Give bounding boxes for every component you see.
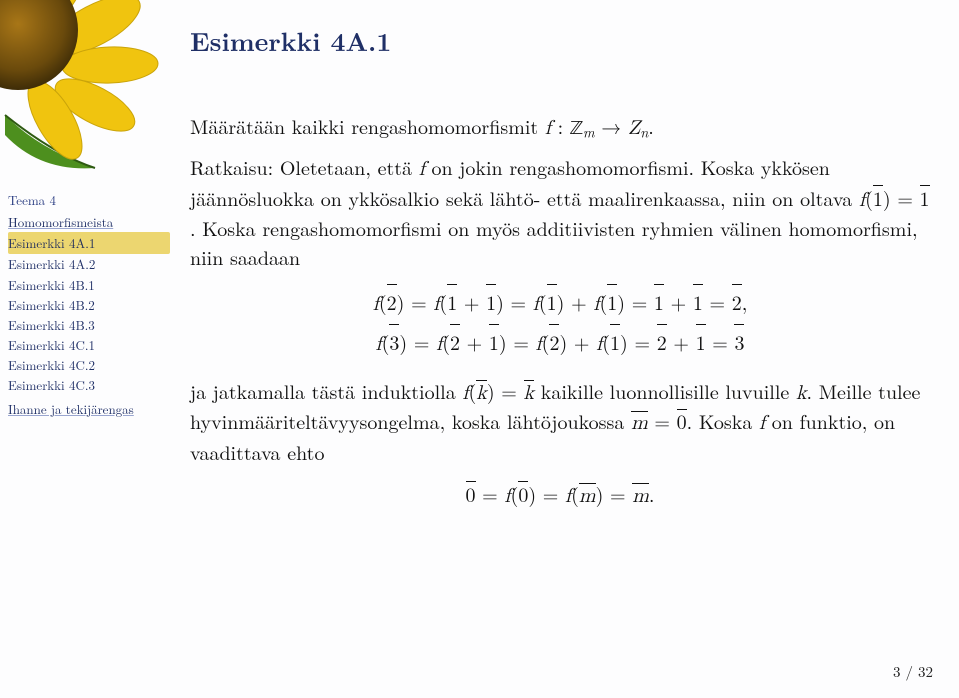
math-bar-2: 2 <box>387 283 397 320</box>
text: ) + <box>559 327 596 356</box>
math-bar-1: 1 <box>920 184 930 212</box>
slide-title: Esimerkki 4A.1 <box>190 22 391 59</box>
math-bar-0: 0 <box>466 480 476 508</box>
sidebar-section-homomorfismeista[interactable]: Homomorfismeista <box>8 212 170 232</box>
math-bar-1: 1 <box>693 283 703 320</box>
sidebar-item-4b1[interactable]: Esimerkki 4B.1 <box>8 275 170 295</box>
sidebar-section-ihanne[interactable]: Ihanne ja tekijärengas <box>8 399 170 419</box>
text: ) = <box>496 287 533 316</box>
text: ( <box>469 376 477 405</box>
text: = <box>703 287 732 316</box>
sidebar-item-4a2[interactable]: Esimerkki 4A.2 <box>8 254 170 274</box>
text: ( <box>439 287 447 316</box>
text: . <box>648 111 654 140</box>
text: + <box>664 287 693 316</box>
math-sub-m: m <box>583 123 595 143</box>
text: + <box>667 327 696 356</box>
equation-block: f(2) = f(1 + 1) = f(1) + f(1) = 1 + 1 = … <box>190 283 930 363</box>
text: ( <box>602 327 610 356</box>
sidebar-item-4c2[interactable]: Esimerkki 4C.2 <box>8 355 170 375</box>
text: ( <box>571 479 579 508</box>
text: + <box>460 327 489 356</box>
text: ) = <box>528 479 565 508</box>
page-total: 32 <box>918 661 933 682</box>
slide-body: Määrätään kaikki rengashomomorfismit f :… <box>190 112 930 517</box>
text: ( <box>542 327 550 356</box>
math-bar-1: 1 <box>696 323 706 360</box>
math-bar-1: 1 <box>607 283 617 320</box>
math-bar-2: 2 <box>450 323 460 360</box>
math-bar-1: 1 <box>873 184 883 212</box>
page-number: 3 / 32 <box>893 661 933 682</box>
math-bar-2: 2 <box>732 283 742 320</box>
math-bar-0: 0 <box>677 407 687 435</box>
math-bar-k: k <box>524 379 535 407</box>
text: , <box>742 287 748 316</box>
text: = <box>706 327 735 356</box>
sidebar-item-4a1[interactable]: Esimerkki 4A.1 <box>8 232 170 254</box>
math-bar-1: 1 <box>547 283 557 320</box>
text: ) = <box>397 287 434 316</box>
equation-line-2: f(3) = f(2 + 1) = f(2) + f(1) = 2 + 1 = … <box>190 323 930 363</box>
text: kaikille luonnollisille luvuille <box>534 376 796 405</box>
math-bar-1: 1 <box>489 323 499 360</box>
math-Zn: Z <box>628 118 640 138</box>
paragraph-induction: ja jatkamalla tästä induktiolla f(k) = k… <box>190 377 930 466</box>
text: → <box>595 111 628 140</box>
text: ) = <box>620 327 657 356</box>
math-bar-m: m <box>632 482 649 510</box>
text: ) + <box>557 287 594 316</box>
text: + <box>457 287 486 316</box>
text: : <box>551 111 570 140</box>
paragraph-solution: Ratkaisu: Oletetaan, että f on jokin ren… <box>190 153 930 271</box>
paragraph-intro: Määrätään kaikki rengashomomorfismit f :… <box>190 112 930 143</box>
math-k: k <box>796 383 807 403</box>
text: = <box>476 479 505 508</box>
text: ) = <box>596 479 633 508</box>
math-Zm: ℤ <box>570 119 583 139</box>
sidebar-item-4b2[interactable]: Esimerkki 4B.2 <box>8 295 170 315</box>
sidebar-heading: Teema 4 <box>8 190 170 210</box>
text: ja jatkamalla tästä induktiolla <box>190 376 462 405</box>
math-bar-1: 1 <box>447 283 457 320</box>
equation-line-1: f(2) = f(1 + 1) = f(1) + f(1) = 1 + 1 = … <box>190 283 930 323</box>
math-bar-1: 1 <box>610 323 620 360</box>
math-bar-2: 2 <box>657 323 667 360</box>
text: . Koska rengashomomorfismi on myös addit… <box>190 213 918 270</box>
math-bar-m: m <box>579 482 596 510</box>
math-bar-1: 1 <box>486 283 496 320</box>
corner-decoration <box>0 0 170 170</box>
text: ) = <box>499 327 536 356</box>
math-bar-2: 2 <box>549 323 559 360</box>
math-bar-3: 3 <box>734 323 744 360</box>
text: ( <box>599 287 607 316</box>
text: ( <box>382 327 390 356</box>
text: . <box>649 479 655 508</box>
equation-condition: 0 = f(0) = f(m) = m. <box>190 480 930 510</box>
text: ( <box>442 327 450 356</box>
math-bar-0: 0 <box>518 480 528 508</box>
page-sep: / <box>900 661 918 682</box>
text: ( <box>511 479 519 508</box>
sidebar-item-4c1[interactable]: Esimerkki 4C.1 <box>8 335 170 355</box>
math-bar-1: 1 <box>654 283 664 320</box>
math-bar-3: 3 <box>389 323 399 360</box>
sidebar-item-4b3[interactable]: Esimerkki 4B.3 <box>8 315 170 335</box>
sidebar-nav: Teema 4 Homomorfismeista Esimerkki 4A.1 … <box>8 190 170 420</box>
math-f: f <box>859 190 865 210</box>
text: . Koska <box>687 406 759 435</box>
text: Ratkaisu: Oletetaan, että <box>190 152 419 181</box>
text: Määrätään kaikki rengashomomorfismit <box>190 111 545 140</box>
text: ) = <box>399 327 436 356</box>
math-bar-m: m <box>631 409 648 437</box>
math-bar-k: k <box>476 379 487 407</box>
text: ) = <box>617 287 654 316</box>
text: ( <box>539 287 547 316</box>
text: ) = <box>487 376 524 405</box>
text: ( <box>379 287 387 316</box>
sidebar-item-4c3[interactable]: Esimerkki 4C.3 <box>8 375 170 395</box>
text: = <box>648 406 677 435</box>
